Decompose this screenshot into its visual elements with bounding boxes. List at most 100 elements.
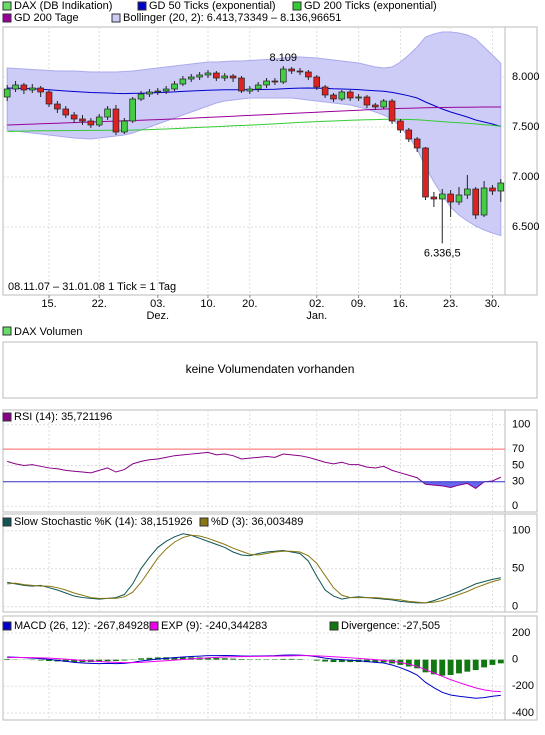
candle-body <box>95 116 103 126</box>
candle-body <box>330 94 337 100</box>
candle-body <box>62 108 70 116</box>
x-tick-label: 30. <box>485 298 500 310</box>
bar <box>221 658 228 660</box>
legend-label: Bollinger (20, 2): 6.413,73349 – 8.136,9… <box>123 12 341 24</box>
candle-body <box>79 118 86 122</box>
legend-marker <box>111 13 121 23</box>
bar <box>297 659 303 660</box>
candle-body <box>472 188 479 216</box>
legend-marker <box>292 1 302 11</box>
bar <box>380 659 387 663</box>
x-tick-label: 22. <box>92 298 107 310</box>
y-tick-label: 6.500 <box>512 221 540 233</box>
legend-label: MACD (26, 12): -267,849282 <box>14 620 155 632</box>
x-tick-label: 03. <box>150 298 165 310</box>
bar <box>338 659 345 663</box>
y-tick-label: 7.500 <box>512 121 540 133</box>
candle-body <box>213 72 220 79</box>
line <box>7 118 501 132</box>
candle-body <box>405 129 413 140</box>
bar <box>313 659 320 661</box>
bar <box>171 657 178 660</box>
x-tick-sublabel: Dez. <box>146 310 169 322</box>
x-tick-label: 02. <box>309 298 324 310</box>
candle-body <box>397 120 404 131</box>
y-tick-label: 0 <box>512 654 518 666</box>
legend-marker <box>329 621 339 631</box>
legend-marker <box>199 517 209 527</box>
x-tick-sublabel: Jan. <box>306 310 327 322</box>
candle-body <box>121 120 128 133</box>
bar <box>288 658 295 660</box>
candle-body <box>455 194 463 203</box>
x-tick-label: 10. <box>200 298 215 310</box>
bar <box>464 659 471 672</box>
bar <box>238 659 245 660</box>
legend-label: GD 50 Ticks (exponential) <box>149 0 276 12</box>
legend-marker <box>2 1 12 11</box>
bar <box>372 659 379 663</box>
bar <box>347 659 354 663</box>
line <box>7 534 501 604</box>
line <box>7 451 502 489</box>
bar <box>414 659 421 669</box>
y-tick-label: 7.000 <box>512 171 540 183</box>
bar <box>481 659 488 668</box>
candle-body <box>338 91 346 100</box>
candle-body <box>254 84 262 90</box>
candle-body <box>12 84 19 90</box>
legend-marker <box>2 412 12 422</box>
bar <box>96 659 103 662</box>
candle-body <box>489 187 496 192</box>
bar <box>322 659 329 662</box>
plot-area <box>2 409 506 513</box>
candle-body <box>321 86 329 96</box>
candle-body <box>129 98 136 122</box>
volume-box <box>2 341 538 399</box>
legend-label: GD 200 Ticks (exponential) <box>304 0 437 12</box>
bar <box>37 659 44 661</box>
candle-body <box>280 68 287 83</box>
candle-body <box>271 80 279 83</box>
y-tick-label: 200 <box>512 627 530 639</box>
low-label: 6.336,5 <box>424 247 461 259</box>
legend-marker <box>137 1 147 11</box>
legend-label: EXP (9): -240,344283 <box>161 620 267 632</box>
candle-body <box>146 91 153 95</box>
plot <box>3 410 505 512</box>
volume-title: DAX Volumen <box>14 326 82 338</box>
plot <box>3 616 505 720</box>
candle-body <box>104 108 111 118</box>
bar <box>472 659 479 671</box>
x-tick-label: 09. <box>351 298 366 310</box>
y-tick-label: 30 <box>512 476 524 488</box>
area-below <box>422 481 485 489</box>
candle-body <box>296 70 304 73</box>
legend-marker <box>2 13 12 23</box>
bar <box>138 658 144 660</box>
line <box>7 655 501 693</box>
bar <box>179 657 186 660</box>
bar <box>46 659 52 662</box>
candle-body <box>413 138 421 149</box>
candle-body <box>162 88 170 92</box>
candle-body <box>447 193 454 203</box>
candle-body <box>372 104 379 108</box>
plot-area <box>2 513 506 613</box>
candle-body <box>438 193 446 200</box>
bar <box>489 659 496 665</box>
y-tick-label: 0 <box>512 500 518 512</box>
bar <box>456 659 462 674</box>
volume-message: keine Volumendaten vorhanden <box>186 362 355 376</box>
candle-body <box>246 88 254 92</box>
candle-body <box>480 187 488 216</box>
y-tick-label: -400 <box>512 707 534 719</box>
y-tick-label: 50 <box>512 563 524 575</box>
plot <box>3 514 505 612</box>
candle-body <box>346 91 354 99</box>
bar <box>447 659 454 675</box>
candle-body <box>229 75 237 79</box>
bar <box>113 659 119 662</box>
candle-body <box>497 182 505 192</box>
